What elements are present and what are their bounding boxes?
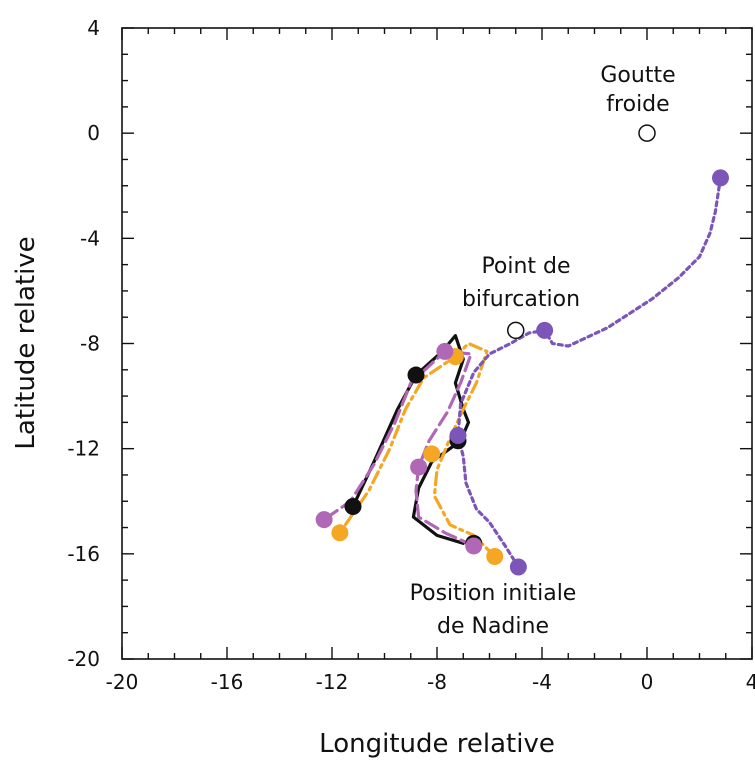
axis-ticks xyxy=(121,27,753,660)
x-tick-label: -4 xyxy=(532,670,552,694)
series-4-marker xyxy=(509,558,527,576)
initial-position-label-line1: Position initiale xyxy=(410,581,577,606)
series-4-marker xyxy=(449,427,467,445)
y-axis-title: Latitude relative xyxy=(11,236,41,449)
markers-layer xyxy=(315,124,729,576)
series-3-marker xyxy=(410,458,428,476)
y-tick-label: -8 xyxy=(80,332,100,356)
x-axis-title: Longitude relative xyxy=(319,729,555,759)
series-4-marker xyxy=(712,169,729,187)
x-tick-label: 0 xyxy=(641,670,654,694)
y-tick-label: 0 xyxy=(87,121,100,145)
initial-position-label-line2: de Nadine xyxy=(437,614,549,639)
y-tick-label: -16 xyxy=(67,542,100,566)
y-tick-label: -12 xyxy=(67,437,100,461)
series-2-marker xyxy=(331,524,349,542)
x-tick-label: -20 xyxy=(106,670,139,694)
goutte-froide-label-line1: Goutte xyxy=(600,63,675,88)
goutte-froide-label-line2: froide xyxy=(606,92,669,117)
x-tick-label: -8 xyxy=(427,670,447,694)
bifurcation-label-line1: Point de xyxy=(481,254,570,279)
series-1-marker xyxy=(407,366,425,384)
x-tick-label: 4 xyxy=(746,670,755,694)
bifurcation-label-line2: bifurcation xyxy=(462,287,580,312)
series-4-marker xyxy=(536,321,554,339)
series-2-marker xyxy=(486,547,504,565)
series-line-2 xyxy=(338,341,497,559)
series-3-marker xyxy=(465,537,483,555)
series-3-marker xyxy=(436,342,454,360)
series-2-marker xyxy=(423,445,441,463)
tick-labels: -20 -16 -12 -8 -4 0 4 4 0 -4 -8 -12 -16 -20 xyxy=(67,16,755,694)
series-line-3 xyxy=(322,349,476,548)
series-3-marker xyxy=(315,511,333,529)
series-1-marker xyxy=(344,498,362,516)
x-tick-label: -12 xyxy=(316,670,349,694)
goutte-froide-point xyxy=(638,124,656,142)
y-tick-label: -4 xyxy=(80,226,100,250)
y-tick-label: -20 xyxy=(67,647,100,671)
plot-frame xyxy=(121,27,753,660)
x-tick-label: -16 xyxy=(211,670,244,694)
point-de-bifurcation-point xyxy=(507,321,525,340)
series-layer xyxy=(322,176,723,569)
y-tick-label: 4 xyxy=(87,16,100,40)
series-line-4 xyxy=(456,176,723,569)
